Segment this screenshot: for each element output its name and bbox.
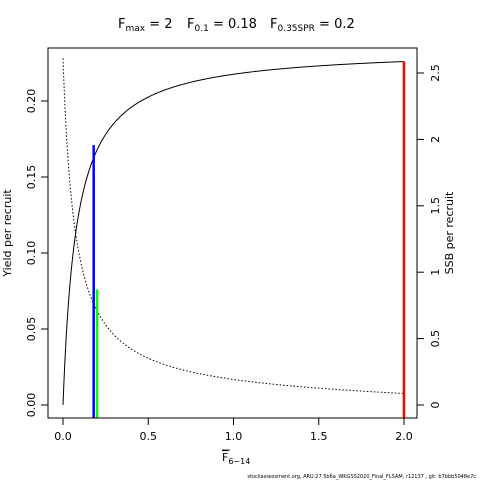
x-axis-label: F6−14 (222, 449, 250, 466)
title-part: F0.35SPR = 0.2 (270, 17, 355, 34)
y-axis-right-label: SSB per recruit (443, 191, 456, 274)
x-axis: 0.0 0.5 1.0 1.5 2.0 (54, 417, 413, 443)
title-part: Fmax = 2 (118, 17, 173, 34)
x-tick-label: 2.0 (395, 430, 413, 443)
y-right-tick-label: 1 (429, 269, 442, 276)
y-right-tick-label: 0 (429, 402, 442, 409)
y-right-tick-label: 2.5 (429, 64, 442, 82)
y-left-tick-label: 0.00 (25, 393, 38, 418)
y-right-tick-label: 0.5 (429, 330, 442, 348)
title-part: F0.1 = 0.18 (187, 17, 257, 34)
y-axis-right: 0 0.5 1 1.5 2 2.5 (416, 64, 442, 409)
y-left-tick-label: 0.05 (25, 317, 38, 342)
chart-title: Fmax = 2 F0.1 = 0.18 F0.35SPR = 0.2 (118, 17, 355, 34)
x-axis-label-text: F6−14 (222, 451, 250, 466)
spr-curve (62, 58, 405, 394)
x-tick-label: 0.5 (140, 430, 158, 443)
y-right-tick-label: 1.5 (429, 197, 442, 215)
y-left-tick-label: 0.20 (25, 89, 38, 114)
ypr-curve (62, 61, 405, 406)
x-tick-label: 1.0 (225, 430, 243, 443)
curves (62, 58, 405, 406)
y-axis-left-label: Yield per recruit (1, 189, 14, 278)
y-left-tick-label: 0.15 (25, 165, 38, 190)
plot-frame (47, 47, 418, 419)
y-left-tick-label: 0.10 (25, 241, 38, 266)
x-tick-label: 1.5 (310, 430, 328, 443)
reference-lines (92, 61, 406, 418)
y-axis-left: 0.00 0.05 0.10 0.15 0.20 (25, 89, 49, 418)
x-tick-label: 0.0 (54, 430, 72, 443)
y-right-tick-label: 2 (429, 136, 442, 143)
footnote: stockassessment.org, ARU.27.5b6a_WKGSS20… (247, 474, 476, 480)
